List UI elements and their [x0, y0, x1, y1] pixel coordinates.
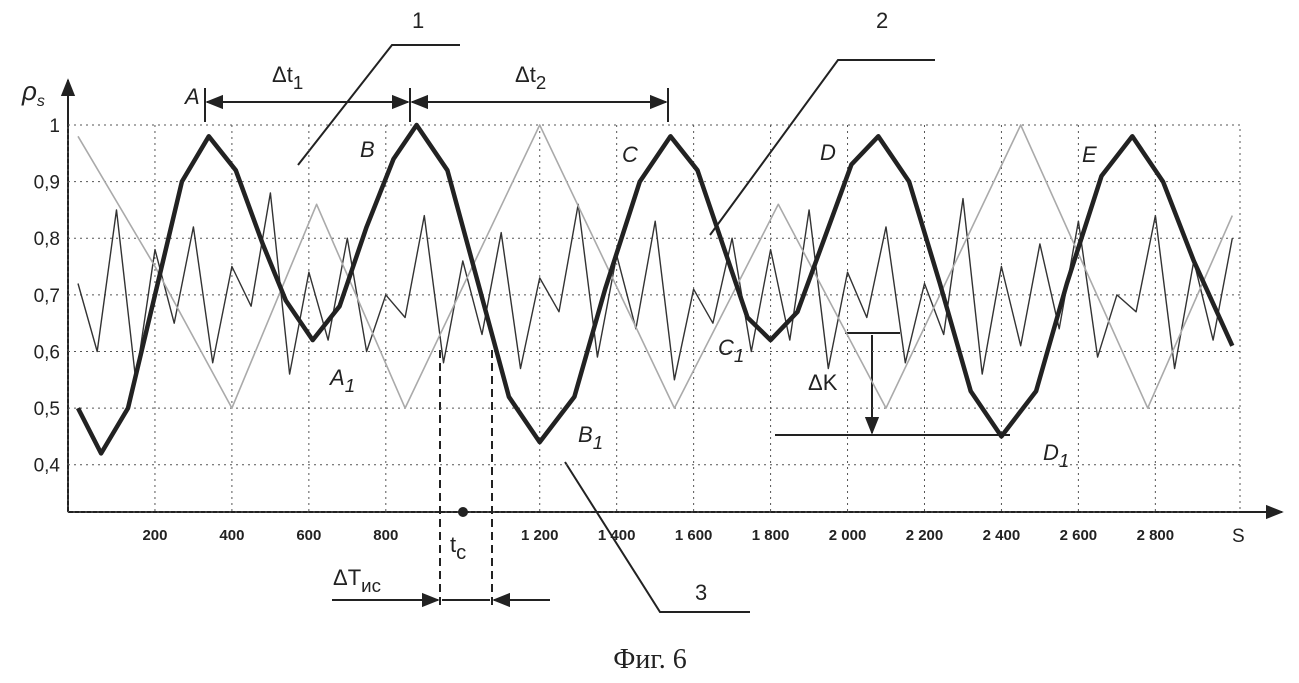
annotation: A [183, 84, 200, 109]
annotation-sub: 1 [293, 72, 303, 93]
caption: Фиг. 6 [613, 644, 686, 675]
data-line [78, 125, 1232, 453]
y-tick-label: 0,8 [34, 229, 60, 250]
y-tick-label: 0,9 [34, 173, 60, 194]
x-tick-label: 2 000 [829, 527, 867, 544]
annotation: D [820, 140, 836, 165]
annotation-text: A [328, 365, 345, 390]
chart: ρs S Фиг. 6 0,4 0,5 0,6 0,7 0,8 0,9 1 200 400 600… [0, 0, 1299, 683]
x-tick-label: 1 800 [752, 527, 790, 544]
y-tick-label: 0,4 [34, 456, 61, 477]
annotation: A1 [328, 365, 355, 396]
annotation-text: D [1043, 440, 1059, 465]
annotation-sub: 1 [1059, 450, 1069, 471]
x-tick-label: 1 600 [675, 527, 713, 544]
annotation: C [622, 142, 638, 167]
x-tick-label: 800 [373, 527, 398, 544]
annotation-text: D [820, 140, 836, 165]
annotation-text: Δt [515, 62, 536, 87]
annotation: B1 [578, 422, 603, 453]
annotation: Δt1 [272, 62, 303, 93]
x-axis-label: S [1232, 526, 1245, 547]
data-line [78, 125, 1232, 408]
annotation: D1 [1043, 440, 1069, 471]
annotation: 3 [695, 580, 707, 605]
annotation-text: B [578, 422, 593, 447]
x-tick-label: 1 200 [521, 527, 559, 544]
annotation: Δt2 [515, 62, 546, 93]
x-tick-label: 600 [296, 527, 321, 544]
annotation-text: Δt [272, 62, 293, 87]
y-tick-label: 1 [49, 116, 60, 137]
annotation-text: C [622, 142, 638, 167]
annotation-sub: 1 [345, 375, 355, 396]
annotation-sub: 2 [536, 72, 546, 93]
x-tick-label: 1 400 [598, 527, 636, 544]
x-tick-label: 200 [142, 527, 167, 544]
annotation-text: B [360, 137, 375, 162]
annotation: C1 [718, 335, 744, 366]
annotation: 2 [876, 8, 888, 33]
annotation-sub: 1 [734, 345, 744, 366]
y-tick-label: 0,6 [34, 342, 60, 363]
annotation-text: ΔT [333, 565, 361, 590]
x-tick-label: 2 200 [906, 527, 944, 544]
annotation-text: A [183, 84, 200, 109]
annotation-sub: 1 [593, 432, 603, 453]
x-tick-label: 2 600 [1060, 527, 1098, 544]
annotation-text: ΔK [808, 370, 838, 395]
annotation: 1 [412, 8, 424, 33]
annotation-sub: ис [361, 575, 381, 596]
annotation-text: 2 [876, 8, 888, 33]
annotation: E [1082, 142, 1097, 167]
annotation: ΔK [808, 370, 838, 395]
annotation-sub: c [456, 542, 466, 564]
x-tick-label: 2 400 [983, 527, 1021, 544]
annotation: B [360, 137, 375, 162]
y-tick-label: 0,7 [34, 286, 60, 307]
y-axis-label: ρs [21, 76, 45, 110]
y-tick-label: 0,5 [34, 399, 60, 420]
annotation-text: E [1082, 142, 1097, 167]
x-tick-label: 2 800 [1137, 527, 1175, 544]
annotation-text: C [718, 335, 734, 360]
annotation-text: 3 [695, 580, 707, 605]
annotation: tc [450, 532, 466, 564]
x-tick-label: 400 [219, 527, 244, 544]
annotation-text: 1 [412, 8, 424, 33]
annotation: ΔTис [333, 565, 381, 596]
